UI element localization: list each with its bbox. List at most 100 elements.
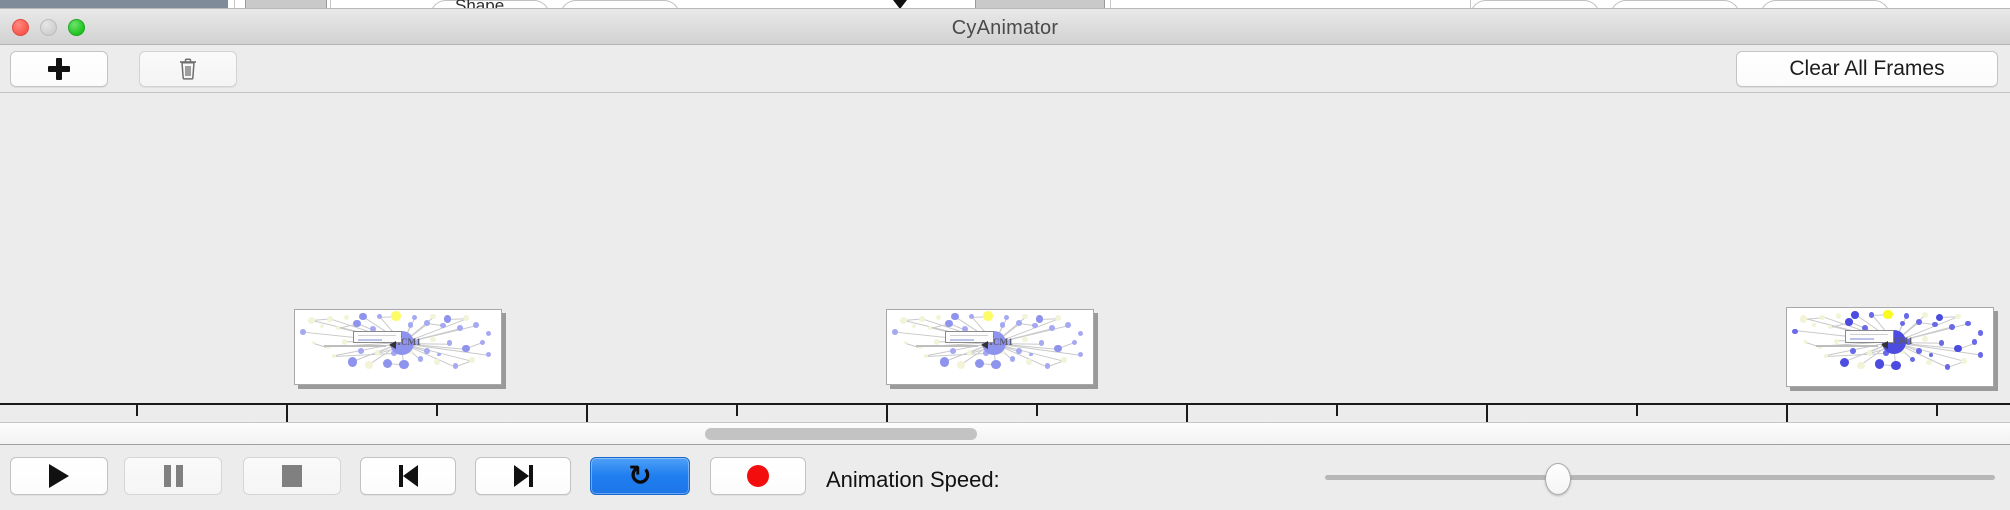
network-node [413,339,420,346]
network-node [1016,320,1022,327]
network-node [950,347,956,354]
plus-icon [48,58,70,80]
animation-speed-slider[interactable] [1325,475,1995,480]
network-node [485,351,492,358]
clear-all-frames-button[interactable]: Clear All Frames [1736,51,1998,87]
stop-icon [282,465,302,487]
network-node [1839,357,1850,368]
network-node [343,314,350,321]
axis-tick-minor [1636,405,1638,416]
network-node [341,338,348,345]
network-node [1862,325,1869,332]
network-node [430,336,436,343]
stop-button[interactable] [243,457,341,495]
play-button[interactable] [10,457,108,495]
record-button[interactable] [710,457,806,495]
network-node [300,329,307,336]
close-light[interactable] [12,19,29,36]
network-caption [323,344,386,347]
skip-to-start-button[interactable] [360,457,456,495]
network-node [1899,320,1906,327]
axis-tick-minor [1036,405,1038,416]
network-node [933,338,940,345]
add-frame-button[interactable] [10,51,108,87]
loop-button[interactable]: ↻ [590,457,690,495]
network-node [1048,324,1055,331]
network-annotation-box [944,330,995,344]
network-node [983,350,989,356]
network-node [347,357,358,367]
network-node [1955,313,1961,320]
host-divider [1110,0,1111,12]
network-node [1828,324,1833,329]
traffic-light-group [12,19,85,36]
network-node [1932,321,1939,328]
axis-tick-major [1786,405,1788,422]
network-node [417,356,424,362]
network-node [437,352,442,357]
axis-tick-major [1486,405,1488,422]
pause-button[interactable] [124,457,222,495]
network-node [1022,313,1028,320]
network-node [1065,321,1072,328]
network-node [1044,363,1051,370]
network-node [928,325,933,330]
network-node [326,345,330,349]
network-node [391,311,401,321]
network-node [1077,330,1084,337]
network-hub-label: MCM1 [984,337,1013,348]
playback-controls: ↻ Animation Speed: [0,445,2010,507]
axis-tick-minor [736,405,738,416]
animation-speed-slider-knob[interactable] [1545,463,1571,495]
timeline-horizontal-scrollbar[interactable] [0,423,2010,445]
network-node [479,339,486,346]
network-annotation-box [1844,329,1895,344]
network-node [382,358,393,368]
axis-tick-minor [1336,405,1338,416]
network-node [924,353,928,358]
network-node [359,312,367,321]
network-graph: MCM1 [887,310,1093,384]
maximize-light[interactable] [68,19,85,36]
frame-thumbnail-3[interactable]: MCM1 [1786,307,1994,387]
network-node [1851,311,1859,319]
window-titlebar: CyAnimator [0,9,2010,45]
network-node [1818,345,1822,349]
network-node [1938,340,1945,346]
network-node [903,340,908,345]
network-node [1003,314,1010,321]
network-node [319,324,324,329]
network-node [1866,350,1873,357]
network-node [462,344,470,353]
network-node [374,350,381,356]
scrollbar-thumb[interactable] [705,428,977,440]
network-node [1874,359,1885,369]
timeline-axis [0,403,2010,405]
axis-tick-major [286,405,288,422]
network-node [452,363,459,370]
network-node [365,360,373,369]
frame-thumbnail-2[interactable]: MCM1 [886,309,1094,385]
network-node [1824,354,1828,359]
network-node [1054,344,1062,353]
annotation-arrow-icon [980,341,988,350]
network-node [370,326,377,333]
network-node [1903,312,1910,319]
skip-to-end-button[interactable] [475,457,571,495]
host-divider [330,0,331,12]
minimize-light[interactable] [40,19,57,36]
host-divider [234,0,235,12]
network-node [1961,358,1967,364]
window-title: CyAnimator [951,17,1059,39]
delete-frame-button[interactable] [139,51,237,87]
network-node [1954,344,1962,353]
annotation-arrow-icon [388,341,396,350]
frame-thumbnail-1[interactable]: MCM1 [294,309,502,385]
network-node [1922,336,1928,343]
network-node [411,314,418,321]
frame-toolbar: Clear All Frames [0,45,2010,93]
network-hub-label: MCM1 [392,337,421,348]
network-node [1850,348,1856,354]
